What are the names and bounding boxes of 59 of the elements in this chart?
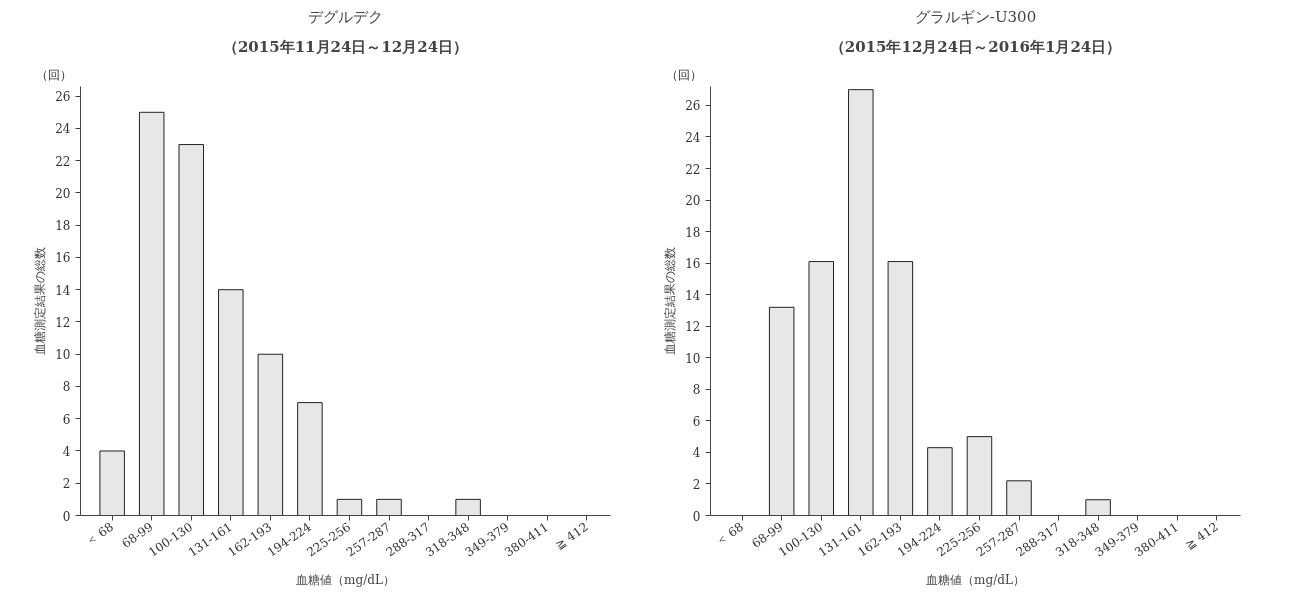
chart-subtitle: （2015年11月24日～12月24日） [222,37,469,56]
y-tick-label: 14 [55,283,71,298]
y-tick-label: 0 [62,509,71,524]
chart-subtitle: （2015年12月24日～2016年1月24日） [829,37,1122,56]
x-axis-title: 血糖値（mg/dL） [296,573,395,588]
bar [848,89,874,516]
bar [1085,499,1111,516]
bar [218,289,244,516]
y-tick-label: 22 [685,162,701,177]
y-tick-label: 12 [685,320,701,335]
y-tick-label: 4 [62,444,71,459]
y-tick-label: 26 [55,90,71,105]
text: （回） [35,67,72,82]
bar [376,498,402,516]
text: （回） [665,67,702,82]
x-axis-title: 血糖値（mg/dL） [926,573,1025,588]
chart-title: グラルギン-U300 [914,7,1037,26]
y-tick-label: 2 [692,477,701,492]
bar [455,498,481,516]
y-tick-label: 6 [62,412,71,427]
bar [257,353,284,516]
y-tick-label: 26 [685,99,701,114]
bar [1006,480,1032,516]
y-tick-label: 18 [685,225,701,240]
bar [99,450,125,516]
y-tick-label: 6 [692,414,701,429]
y-tick-label: 2 [62,477,71,492]
y-tick-label: 4 [692,446,701,461]
y-tick-label: 24 [55,122,71,137]
y-tick-label: 14 [685,288,701,303]
x-tick-label: ＜ 68 [712,519,747,549]
bar [178,144,205,516]
x-tick-label: ≧ 412 [552,519,591,553]
y-axis-title: 血糖測定結果の総数 [663,247,678,355]
y-tick-label: 22 [55,154,71,169]
y-tick-label: 12 [55,315,71,330]
bar [808,261,835,516]
bar [297,402,323,516]
bar [336,498,363,516]
chart-title: デグルデク [308,7,383,26]
y-tick-label: 10 [685,351,701,366]
y-tick-label: 8 [62,380,71,395]
y-tick-label: 0 [692,509,701,524]
bar [138,111,165,516]
x-tick-label: ＜ 68 [82,519,117,549]
y-tick-label: 10 [55,348,71,363]
y-tick-label: 16 [685,257,701,272]
bar [927,447,953,516]
bar [887,261,914,516]
bar [768,306,795,516]
y-tick-label: 20 [685,194,701,209]
y-tick-label: 24 [685,130,701,145]
y-axis-title: 血糖測定結果の総数 [33,247,48,355]
y-tick-label: 20 [55,186,71,201]
y-tick-label: 16 [55,251,71,266]
bar [966,436,993,516]
y-tick-label: 18 [55,219,71,234]
x-tick-label: ≧ 412 [1182,519,1221,553]
y-tick-label: 8 [692,383,701,398]
